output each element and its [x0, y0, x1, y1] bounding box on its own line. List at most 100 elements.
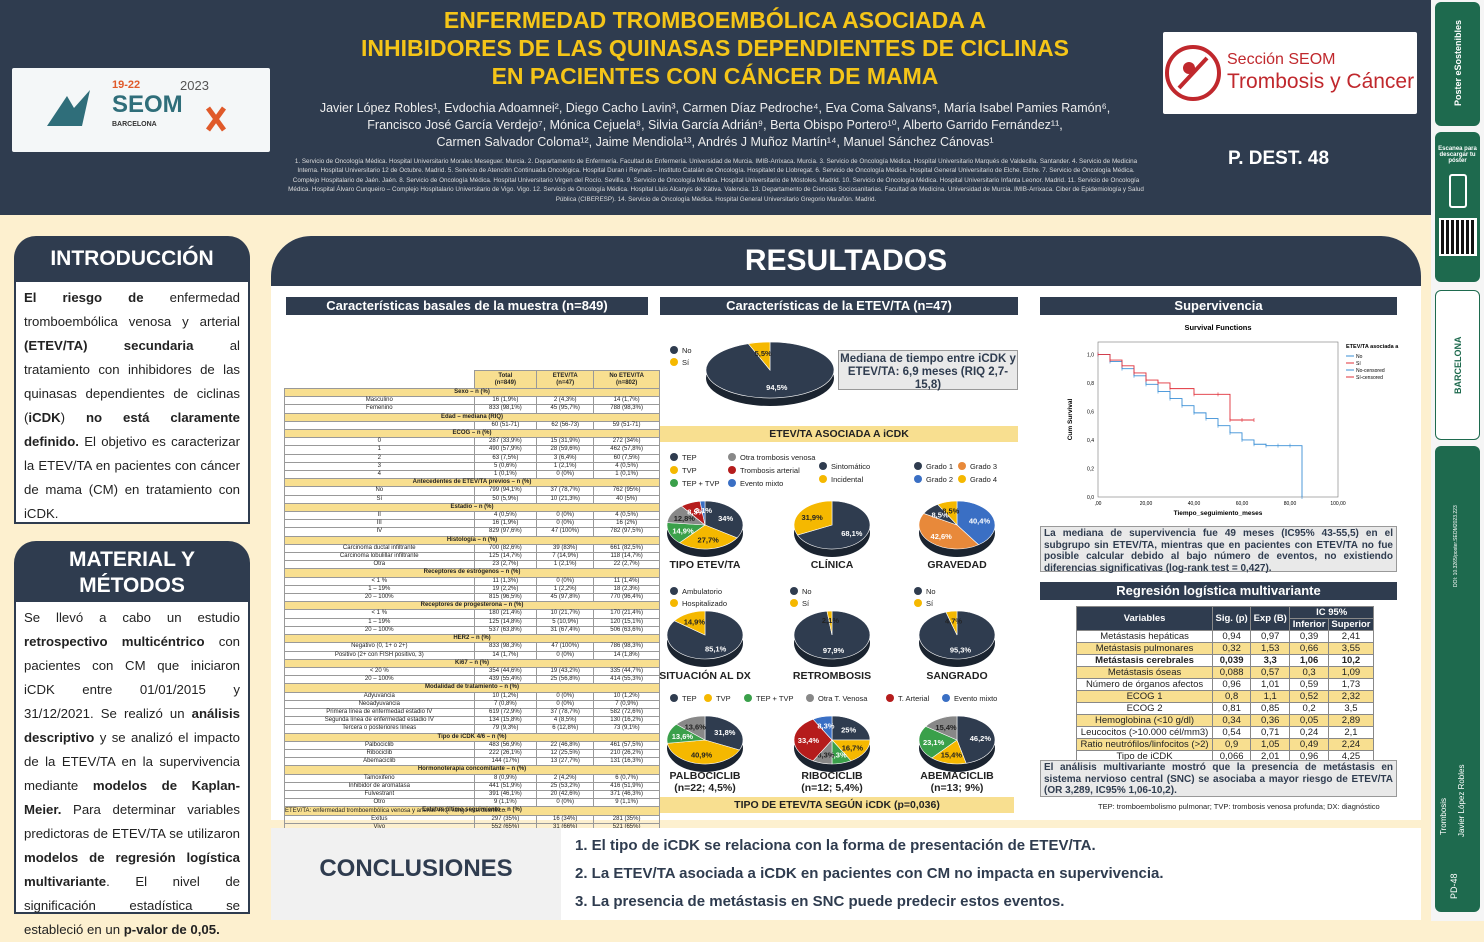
- legend-marker: [744, 694, 752, 702]
- legend-label: Ambulatorio: [682, 587, 722, 596]
- legend-marker: [704, 694, 712, 702]
- pie-slice: [956, 715, 996, 764]
- baseline-note: ETEV/TA: enfermedad tromboembólica venos…: [285, 808, 507, 814]
- legend-label: Sí: [1356, 361, 1361, 367]
- table-row: Otra 23 (2,7%) 1 (2,1%) 22 (2,7%): [284, 560, 660, 570]
- retro-pie: 97,9% 2,1% RETROMBOSIS: [793, 610, 871, 682]
- table-row: Metástasis pulmonares 0,32 1,53 0,66 3,55: [1075, 642, 1375, 655]
- qr-code-icon[interactable]: [1438, 218, 1477, 256]
- x-axis-label: Tiempo_seguimiento_meses: [1174, 510, 1263, 517]
- legend-marker: [914, 462, 922, 470]
- table-section-row: Estadio – n (%): [284, 502, 660, 513]
- legend-label: Sí-censored: [1356, 375, 1383, 381]
- pie-value-label: 2,1%: [822, 616, 839, 625]
- poster-title: ENFERMEDAD TROMBOEMBÓLICA ASOCIADA A INHI…: [361, 7, 1069, 89]
- legend-marker: [958, 475, 966, 483]
- tipo-pie: 34% 27,7% 14,9% 12,8%8,5%2,1% TIPO ETEV/TA: [666, 500, 744, 571]
- pie-value-label: 95,3%: [950, 646, 972, 655]
- regression-title: Regresión logística multivariante: [1040, 582, 1397, 600]
- legend-marker: [670, 466, 678, 474]
- legend-marker: [670, 694, 678, 702]
- sidebar-scan-block[interactable]: Escanea para descargar tu póster: [1435, 132, 1480, 282]
- pie-value-label: 13,6%: [672, 732, 694, 741]
- table-section-row: Modalidad de tratamiento – n (%): [284, 683, 660, 693]
- table-row: Ratio neutrófilos/linfocitos (>2) 0,9 1,05…: [1075, 738, 1375, 751]
- table-section-row: Ki67 – n (%): [284, 658, 660, 668]
- pie-value-label: 97,9%: [823, 646, 845, 655]
- table-row: Neoadyuvancia 7 (0,8%) 0 (0%) 7 (0,9%): [284, 699, 660, 709]
- conclusion-item: 2. La ETEV/TA asociada a iCDK en pacient…: [575, 865, 1164, 882]
- legend-label: Sí: [682, 358, 690, 367]
- table-row: Ribociclib 222 (26,1%) 12 (25,5%) 210 (26,2…: [284, 748, 660, 759]
- type-by-icdk-label: TIPO DE ETEV/TA SEGÚN iCDK (p=0,036): [660, 797, 1014, 813]
- y-tick-label: 0,8: [1087, 381, 1094, 387]
- y-tick-label: 0,0: [1087, 495, 1094, 501]
- table-row: Palbociclib 483 (56,9%) 22 (46,8%) 461 (57,…: [284, 740, 660, 750]
- pie-value-label: 8,3%: [817, 722, 834, 731]
- table-row: Metástasis cerebrales 0,039 3,3 1,06 10,2: [1075, 654, 1375, 667]
- pie-value-label: 68,1%: [841, 529, 863, 538]
- legend-label: No-censored: [1356, 368, 1385, 374]
- pie-title: RIBOCICLIB: [801, 770, 863, 782]
- phone-icon: [1448, 174, 1467, 208]
- table-row: Número de órganos afectos 0,96 1,01 0,59 1,7…: [1075, 678, 1375, 691]
- legend-label: Evento mixto: [954, 694, 997, 703]
- table-row: Tipo de iCDK 0,066 2,01 0,96 4,25: [1075, 750, 1375, 763]
- logo-city: BARCELONA: [112, 121, 157, 128]
- pie-slice: [918, 513, 980, 550]
- sidebar-brand-block[interactable]: Poster eSostenibles: [1435, 2, 1480, 126]
- pie-subtitle: (n=22; 4,5%): [674, 782, 736, 794]
- table-section-row: Histología – n (%): [284, 535, 660, 545]
- table-row: Inhibidor de aromatasa 441 (51,9%) 25 (53,…: [284, 781, 660, 791]
- logo-tc-name: Trombosis y Cáncer: [1227, 70, 1414, 93]
- legend-marker: [728, 453, 736, 461]
- table-section-row: Sexo – n (%): [284, 387, 660, 398]
- pie-title: PALBOCICLIB: [670, 770, 741, 782]
- table-row: Primera línea de enfermedad estadio IV 61…: [284, 707, 660, 718]
- x-tick-label: 40,00: [1188, 501, 1201, 507]
- char-title: Características de la ETEV/TA (n=47): [660, 297, 1018, 315]
- table-row: < 1 % 11 (1,3%) 0 (0%) 11 (1,4%): [284, 576, 660, 586]
- gravedad-pie: 40,4% 42,6% 8,5%8,5% GRAVEDAD: [918, 500, 996, 571]
- pie-slice: [826, 610, 833, 636]
- pie-slice: [793, 500, 833, 536]
- pie-value-label: 40,9%: [691, 751, 713, 760]
- pie-title: GRAVEDAD: [927, 559, 987, 571]
- legend-label: Otra trombosis venosa: [740, 453, 816, 462]
- table-row: < 20 % 354 (44,6%) 19 (43,2%) 335 (44,7%): [284, 666, 660, 677]
- table-row: Tamoxifeno 8 (0,9%) 2 (4,2%) 6 (0,7%): [284, 773, 660, 783]
- legend-marker: [806, 694, 814, 702]
- pie-value-label: 31,8%: [714, 728, 736, 737]
- pie-value-label: 46,2%: [970, 734, 992, 743]
- authors: Javier López Robles¹, Evdochia Adoamnei²…: [319, 101, 1111, 149]
- pie-title: SITUACIÓN AL DX: [659, 669, 751, 682]
- right-sidebar: Poster eSostenibles Escanea para descarg…: [1431, 0, 1484, 921]
- plot-frame: [1097, 341, 1339, 498]
- table-row: Exitus 297 (35%) 16 (34%) 281 (35%): [284, 814, 660, 824]
- sidebar-scan-text: Escanea para descargar tu póster: [1438, 146, 1477, 164]
- table-row: III 16 (1,9%) 0 (0%) 16 (2%): [284, 519, 660, 529]
- legend-marker: [670, 587, 678, 595]
- sidebar-area: Trombosis: [1439, 797, 1448, 835]
- conclusion-item: 1. El tipo de iCDK se relaciona con la f…: [575, 837, 1096, 854]
- table-row: Negativo (0, 1+ o 2+) 833 (98,3%) 47 (100%…: [284, 642, 660, 652]
- y-tick-label: 1,0: [1087, 352, 1094, 358]
- pie-value-label: 85,1%: [705, 644, 727, 653]
- legend-label: Sí: [802, 599, 810, 608]
- pie-value-label: 42,6%: [931, 532, 953, 541]
- pie-value-label: 14,9%: [672, 526, 694, 535]
- baseline-title: Características basales de la muestra (n…: [286, 297, 648, 315]
- methods-title: MATERIAL Y MÉTODOS: [14, 541, 250, 603]
- table-row: Leucocitos (>10.000 cél/mm3) 0,54 0,71 0,24…: [1075, 726, 1375, 739]
- table-section-row: Hormonoterapia concomitante – n (%): [284, 765, 660, 775]
- pie-value-label: 34%: [718, 514, 733, 523]
- legend-marker: [670, 599, 678, 607]
- results-title: RESULTADOS: [271, 236, 1421, 286]
- legend-label: TVP: [716, 694, 731, 703]
- assoc-label: ETEV/TA ASOCIADA A iCDK: [660, 426, 1018, 442]
- legend-label: TEP + TVP: [756, 694, 793, 703]
- legend-label: Sintomático: [831, 462, 870, 471]
- legend-label: T. Arterial: [898, 694, 930, 703]
- legend-marker: [790, 587, 798, 595]
